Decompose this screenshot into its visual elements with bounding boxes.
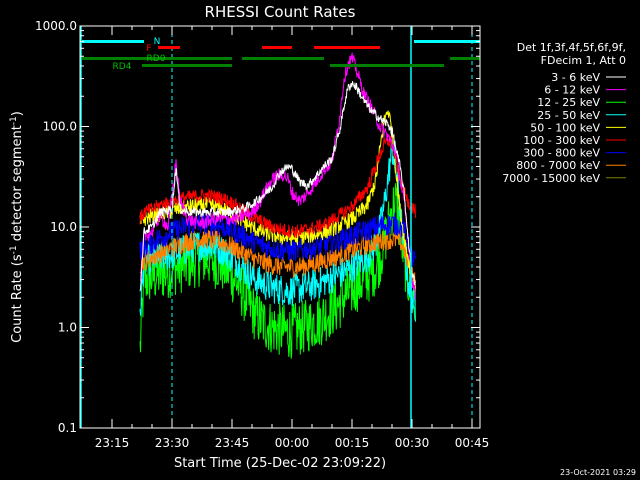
x-tick-label-1: 23:30 <box>155 436 190 450</box>
legend-label-3: 25 - 50 keV <box>537 109 600 122</box>
series-line-3 <box>139 140 416 322</box>
segment-marker-label-2: RD0 <box>147 54 166 64</box>
series-layer <box>139 52 416 359</box>
legend-label-4: 50 - 100 keV <box>530 121 600 134</box>
legend-label-0: 3 - 6 keV <box>551 71 600 84</box>
x-tick-label-0: 23:15 <box>95 436 130 450</box>
legend-label-7: 800 - 7000 keV <box>516 159 600 172</box>
legend-header-line1: Det 1f,3f,4f,5f,6f,9f, <box>517 41 626 54</box>
x-tick-label-3: 00:00 <box>275 436 310 450</box>
segment-marker-label-3: RD4 <box>113 62 132 72</box>
y-axis-label: Count Rate (s-1 detector segment-1) <box>9 111 25 343</box>
y-tick-label-4: 1000.0 <box>35 19 77 33</box>
legend-header-line2: FDecim 1, Att 0 <box>541 54 626 67</box>
y-tick-label-2: 10.0 <box>50 220 77 234</box>
axes-layer: 0.1 1.0 10.0 100.0 1000.0 23:15 23:30 23:45 00:0… <box>35 19 489 450</box>
legend: Det 1f,3f,4f,5f,6f,9f, FDecim 1, Att 0 3… <box>502 41 626 185</box>
x-tick-label-6: 00:45 <box>455 436 490 450</box>
segment-marker-label-1: F <box>146 44 151 54</box>
series-line-6 <box>139 211 416 267</box>
x-tick-label-4: 00:15 <box>335 436 370 450</box>
segment-marker-label-0: N <box>154 37 161 47</box>
series-line-5 <box>139 135 416 238</box>
legend-label-8: 7000 - 15000 keV <box>502 172 600 185</box>
y-tick-label-1: 1.0 <box>58 321 77 335</box>
generation-timestamp: 23-Oct-2021 03:29 <box>560 468 636 477</box>
x-tick-label-2: 23:45 <box>215 436 250 450</box>
y-tick-label-0: 0.1 <box>58 421 77 435</box>
legend-label-5: 100 - 300 keV <box>523 134 600 147</box>
series-line-7 <box>139 228 416 288</box>
legend-label-2: 12 - 25 keV <box>537 96 600 109</box>
legend-label-1: 6 - 12 keV <box>544 84 600 97</box>
y-tick-label-3: 100.0 <box>43 120 77 134</box>
x-tick-label-5: 00:30 <box>395 436 430 450</box>
x-axis-label: Start Time (25-Dec-02 23:09:22) <box>174 456 386 471</box>
chart-title: RHESSI Count Rates <box>205 3 356 21</box>
series-line-0 <box>139 81 416 292</box>
legend-label-6: 300 - 800 keV <box>523 147 600 160</box>
